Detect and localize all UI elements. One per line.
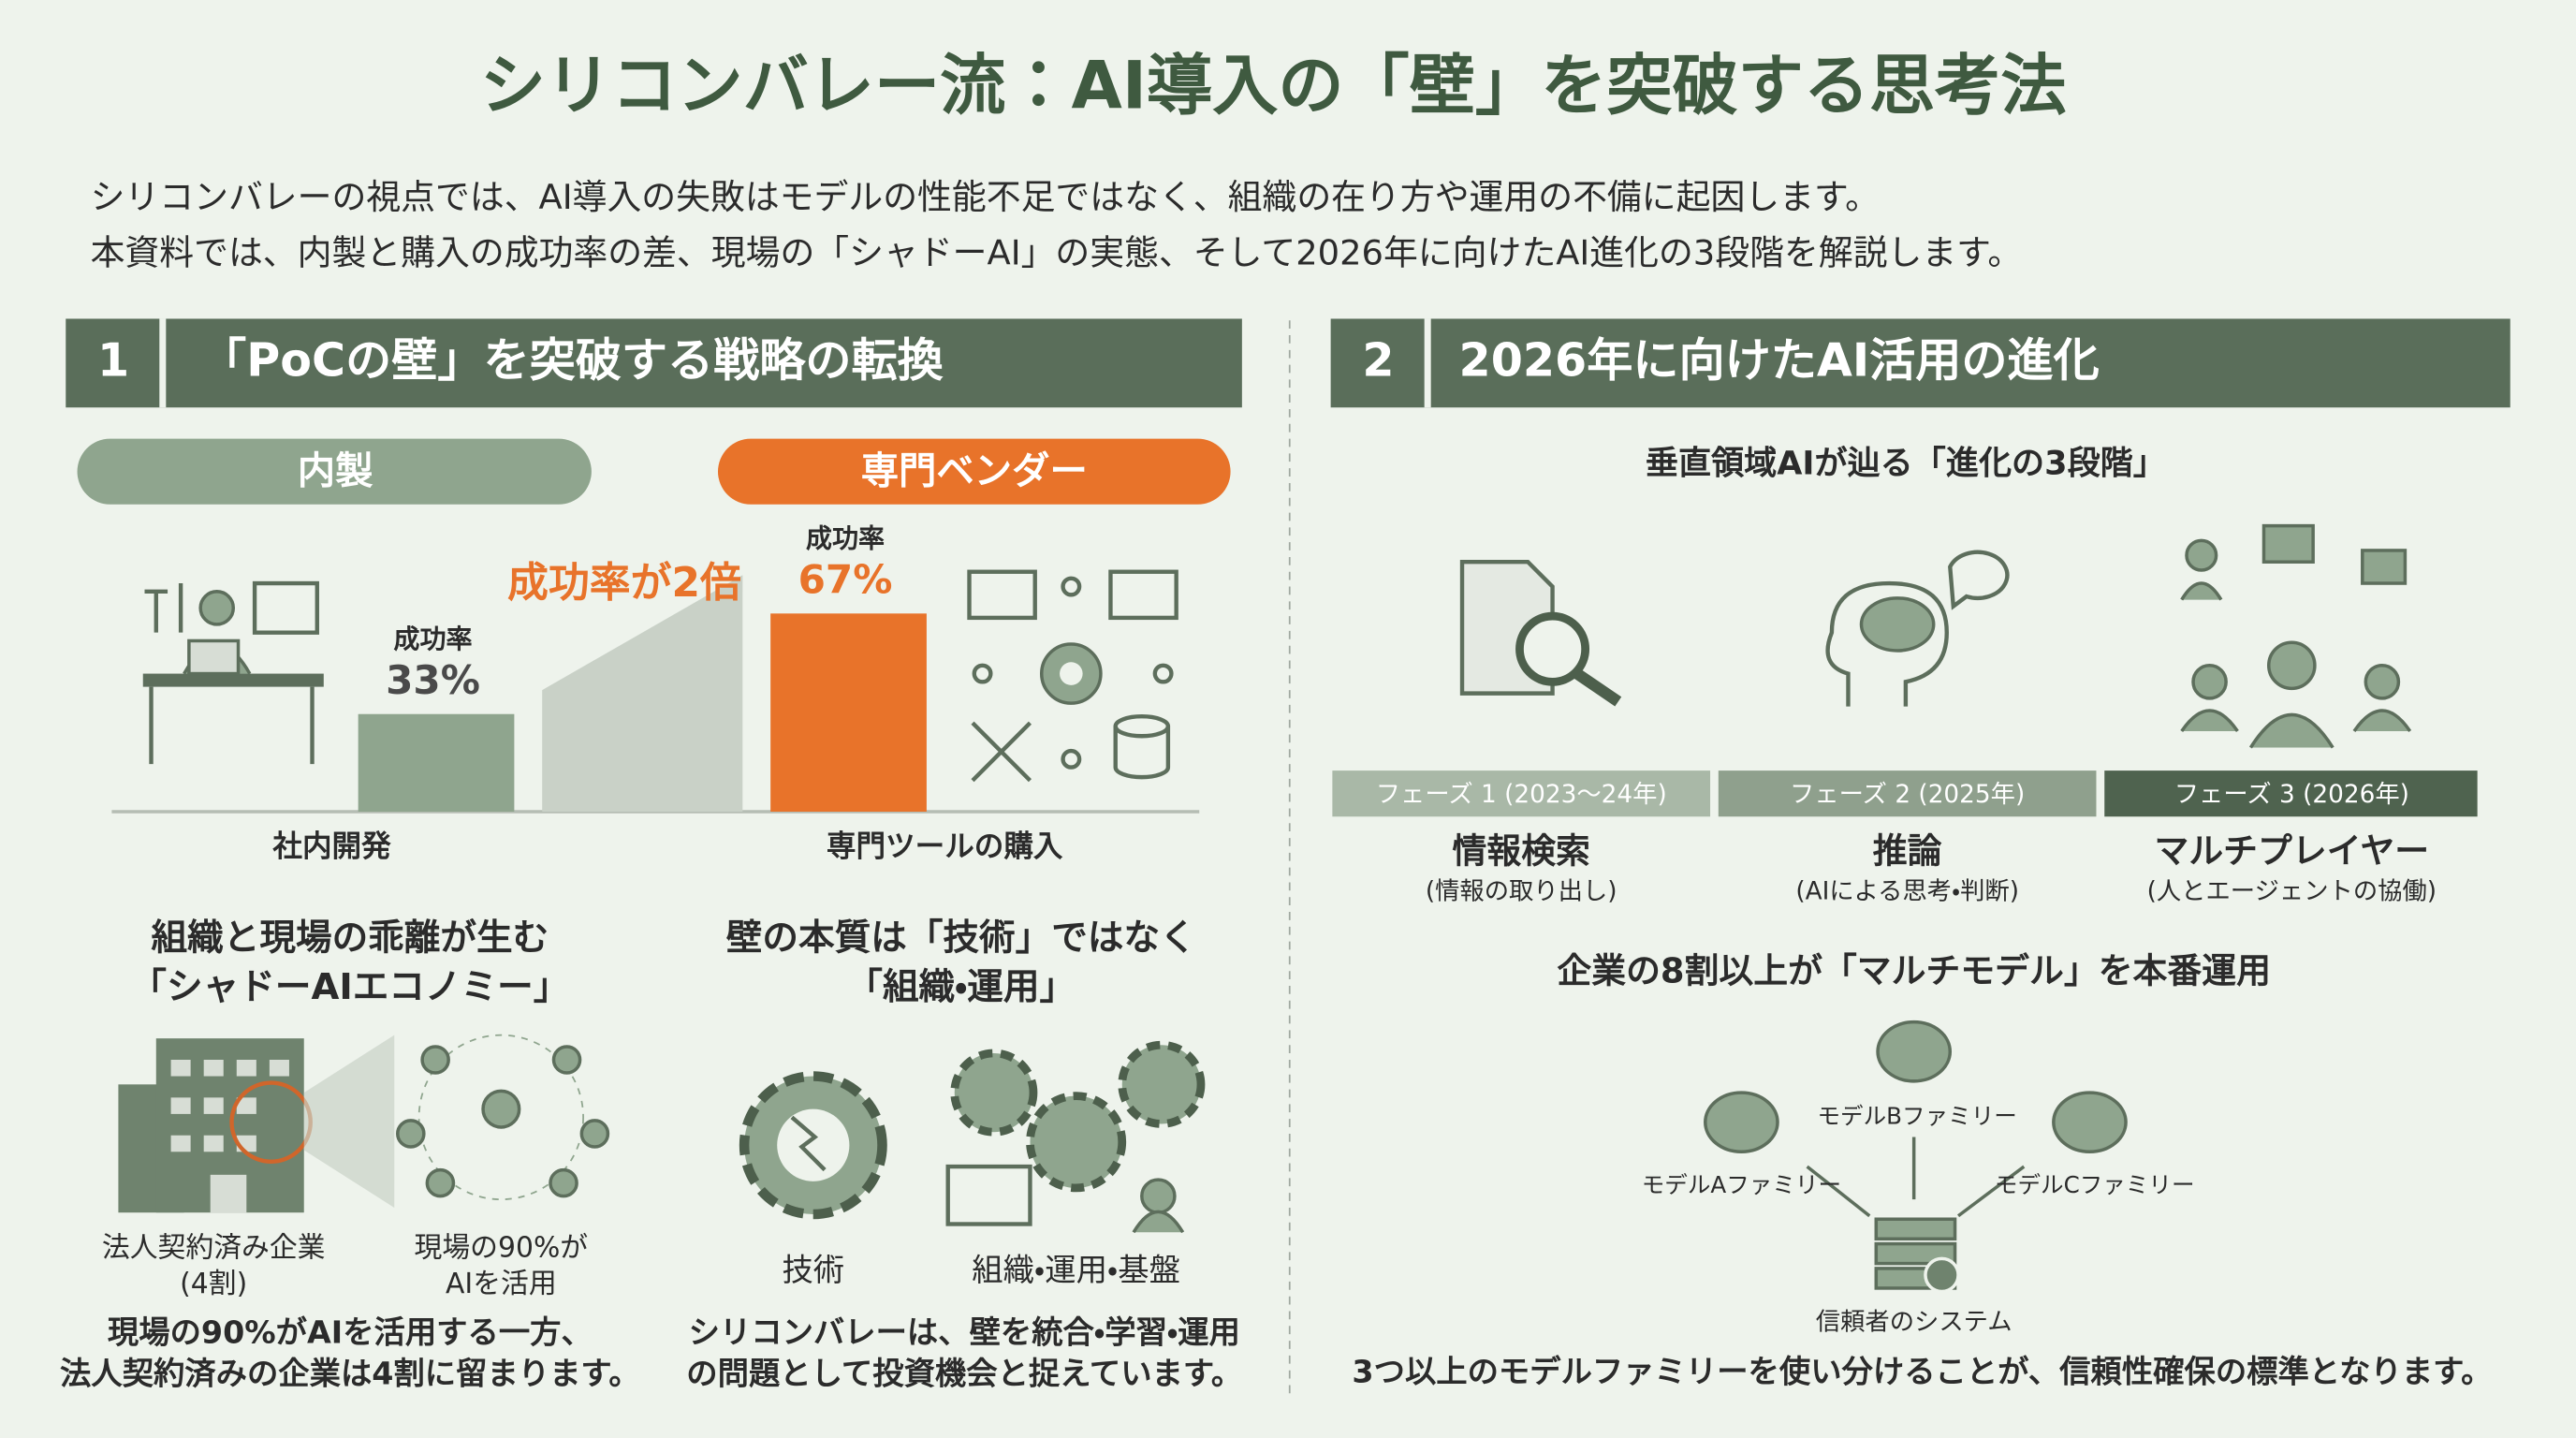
phase-note: (人とエージェントの協働) [2147, 877, 2437, 905]
model-label: モデルAファミリー [1642, 1171, 1841, 1198]
growth-ramp [542, 575, 743, 812]
caption: 3つ以上のモデルファミリーを使い分けることが、信頼性確保の標準となります。 [1352, 1354, 2492, 1390]
phase-name: マルチプレイヤー [2154, 830, 2429, 871]
caption: の問題として投資機会と捉えています。 [686, 1355, 1242, 1391]
subheading: 「組織・運用」 [846, 966, 1076, 1008]
multiplier-label: 成功率が2倍 [507, 559, 741, 607]
section-heading: 「PoCの壁」を突破する戦略の転換 [200, 332, 944, 387]
bar-name: 成功率 [393, 624, 472, 654]
header-bar [66, 318, 1242, 408]
phase-bar [2104, 770, 2478, 817]
model-label: モデルBファミリー [1817, 1102, 2016, 1129]
vendor-tools-icon [967, 569, 1178, 783]
pill-vendor [718, 438, 1231, 505]
pill-label: 専門ベンダー [861, 448, 1088, 492]
phase-label: フェーズ 3 (2026年) [2174, 781, 2409, 809]
system-label: 信頼者のシステム [1816, 1308, 2012, 1336]
label: 技術 [782, 1252, 844, 1288]
bar-value-label: 67% [798, 556, 893, 602]
bar [770, 613, 927, 812]
label: 組織・運用・基盤 [972, 1252, 1180, 1288]
intro-line: シリコンバレーの視点では、AI導入の失敗はモデルの性能不足ではなく、組織の在り方… [91, 177, 1880, 217]
phase-note: (AIによる思考・判断) [1795, 877, 2019, 905]
subheading: 企業の8割以上が「マルチモデル」を本番運用 [1557, 950, 2271, 990]
section-heading: 2026年に向けたAI活用の進化 [1459, 332, 2100, 387]
label: AIを活用 [446, 1268, 557, 1300]
intro-line: 本資料では、内製と購入の成功率の差、現場の「シャドーAI」の実態、そして2026… [91, 233, 2023, 273]
phase-note: (情報の取り出し) [1426, 877, 1617, 905]
caption: シリコンバレーは、壁を統合・学習・運用 [689, 1314, 1240, 1351]
caption: 現場の90%がAIを活用する一方、 [108, 1314, 593, 1351]
phase-bar [1332, 770, 1711, 817]
subheading: 組織と現場の乖離が生む [152, 917, 549, 959]
phase-label: フェーズ 2 (2025年) [1790, 781, 2025, 809]
phase-labels: フェーズ 1 (2023〜24年) 情報検索 (情報の取り出し) フェーズ 2 (20… [1376, 781, 2437, 906]
bar [358, 713, 515, 812]
model-label: モデルCファミリー [1995, 1171, 2195, 1198]
subheading: 「シャドーAIエコノミー」 [130, 966, 569, 1008]
bar-name: 成功率 [806, 522, 885, 553]
gear-icons [739, 1040, 1206, 1234]
developer-icon [142, 580, 324, 765]
header-bar [1330, 318, 2510, 408]
section-1-header: 1 「PoCの壁」を突破する戦略の転換 [66, 318, 1242, 408]
model-icons [1704, 1020, 2128, 1294]
phase-icons [1459, 523, 2412, 749]
subheading: 壁の本質は「技術」ではなく [726, 917, 1196, 959]
bar-value-label: 33% [386, 657, 480, 703]
label: 現場の90%が [415, 1231, 589, 1264]
label: 法人契約済み企業 [102, 1231, 326, 1264]
bar-category: 社内開発 [271, 830, 391, 864]
pill-inhouse [77, 438, 592, 505]
section-number: 2 [1362, 332, 1394, 387]
phase-label: フェーズ 1 (2023〜24年) [1376, 781, 1667, 809]
bar-category: 専門ツールの購入 [827, 830, 1063, 864]
label: (4割) [180, 1268, 247, 1300]
phase-name: 推論 [1873, 830, 1942, 871]
section-2-header: 2 2026年に向けたAI活用の進化 [1330, 318, 2510, 408]
caption: 法人契約済みの企業は4割に留まります。 [60, 1355, 640, 1391]
phase-name: 情報検索 [1453, 830, 1590, 871]
phase-bar [1718, 770, 2097, 817]
section-number: 1 [97, 332, 129, 387]
page-title: シリコンバレー流：AI導入の「壁」を突破する思考法 [480, 48, 2067, 125]
subheading: 垂直領域AIが辿る「進化の3段階」 [1646, 445, 2166, 483]
pill-label: 内製 [298, 448, 373, 492]
